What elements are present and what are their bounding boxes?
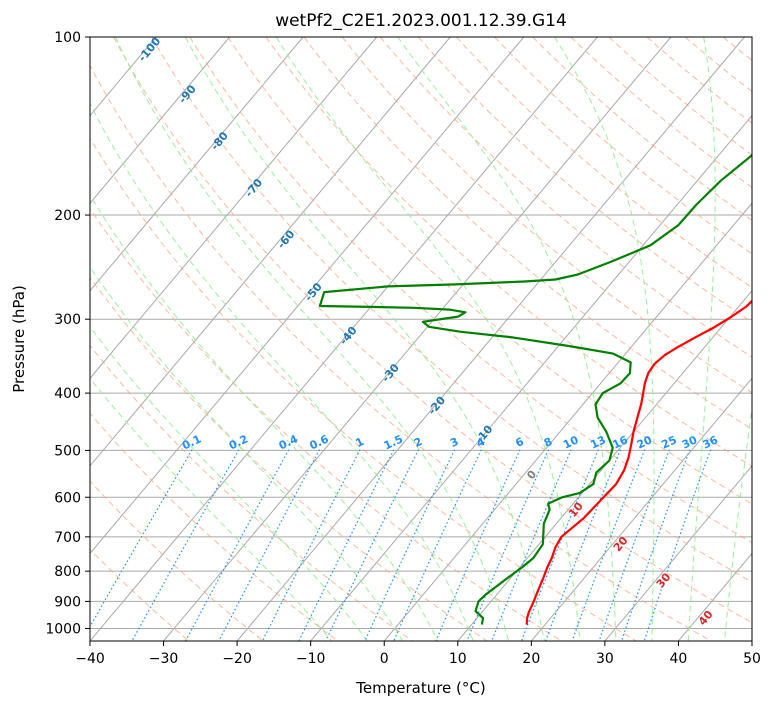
- isotherm-line: [0, 37, 9, 641]
- x-tick-label: 0: [380, 651, 389, 667]
- dry-adiabat-line: [303, 37, 752, 430]
- mixing-ratio-line: [90, 449, 193, 628]
- mixing-ratio-line: [185, 449, 290, 641]
- isotherm-line: [383, 202, 752, 641]
- x-tick-label: 50: [743, 651, 761, 667]
- moist-adiabat-line: [275, 37, 581, 641]
- isotherm-line: [90, 37, 378, 380]
- mixing-ratio-label: 25: [659, 433, 678, 451]
- moist-adiabat-line: [90, 102, 474, 641]
- mixing-ratio-label: 30: [680, 433, 700, 451]
- dry-adiabat-line: [570, 37, 752, 189]
- mixing-ratio-label: 36: [701, 433, 721, 451]
- dry-adiabat-line: [341, 37, 752, 394]
- isotherm-line: [163, 37, 672, 641]
- mixing-ratio-line: [520, 449, 599, 641]
- dry-adiabat-line: [151, 37, 752, 583]
- mixing-ratio-line: [364, 449, 456, 641]
- x-tick-label: −10: [296, 651, 326, 667]
- axis-ticks: −40 −30 −20 −10 0 10 20 30 40 50 100 200 300 400 500 60…: [45, 30, 761, 667]
- mixing-ratio-line: [435, 449, 521, 641]
- isotherm-line: [236, 37, 745, 641]
- dry-adiabat-line: [90, 276, 488, 641]
- mixing-ratio-label: 16: [611, 433, 631, 451]
- y-axis-label: Pressure (hPa): [10, 285, 28, 393]
- moist-adiabat-line: [554, 37, 655, 641]
- x-tick-label: 20: [522, 651, 540, 667]
- mixing-ratio-line: [325, 449, 420, 641]
- y-tick-label: 500: [54, 443, 81, 459]
- dry-adiabat-line: [90, 412, 339, 641]
- dry-adiabat-line: [90, 64, 712, 641]
- dry-adiabat-line: [418, 37, 752, 323]
- y-tick-label: 600: [54, 490, 81, 506]
- dry-adiabat-line: [761, 37, 775, 641]
- dry-adiabat-line: [456, 37, 752, 289]
- dry-adiabat-line: [227, 37, 752, 505]
- background-lines: [0, 37, 775, 641]
- mixing-ratio-label: 20: [635, 433, 655, 451]
- mixing-ratio-label: 13: [588, 433, 607, 451]
- isotherm-line: [530, 377, 752, 641]
- x-tick-label: 10: [449, 651, 467, 667]
- series-lines: [318, 153, 752, 625]
- moist-adiabat-line: [687, 37, 716, 641]
- x-tick-label: −20: [222, 651, 252, 667]
- isotherm-line: [751, 640, 752, 641]
- moist-adiabat-line: [90, 377, 333, 641]
- moist-adiabat-line: [90, 325, 368, 641]
- moist-adiabat-line: [397, 37, 617, 641]
- y-tick-label: 800: [54, 564, 81, 580]
- y-tick-label: 300: [54, 312, 81, 328]
- x-tick-label: 30: [596, 651, 614, 667]
- isotherm-line: [604, 465, 752, 641]
- x-axis-label: Temperature (°C): [355, 679, 485, 697]
- isotherm-line: [90, 37, 304, 292]
- isotherm-line: [90, 37, 230, 204]
- dry-adiabat-line: [90, 480, 264, 641]
- mixing-ratio-line: [466, 449, 550, 641]
- x-tick-label: 40: [670, 651, 688, 667]
- dry-adiabat-line: [189, 37, 752, 544]
- mixing-ratio-line: [643, 449, 712, 641]
- x-tick-label: −30: [149, 651, 179, 667]
- chart-title: wetPf2_C2E1.2023.001.12.39.G14: [275, 11, 567, 31]
- dry-adiabat-line: [90, 207, 562, 641]
- dewpoint-line: [318, 153, 752, 625]
- y-tick-label: 200: [54, 208, 81, 224]
- isotherm-line: [90, 37, 451, 467]
- isotherm-line: [90, 37, 598, 641]
- y-tick-label: 1000: [45, 621, 81, 637]
- y-tick-label: 400: [54, 386, 81, 402]
- moist-adiabat-line: [115, 37, 510, 641]
- mixing-ratio-line: [393, 449, 482, 641]
- y-tick-label: 900: [54, 594, 81, 610]
- mixing-ratio-label: 10: [561, 433, 581, 451]
- y-tick-label: 100: [54, 30, 81, 46]
- plot-background: [90, 37, 752, 641]
- isotherm-line: [310, 114, 752, 641]
- temperature-line: [525, 299, 752, 625]
- mixing-ratio-line: [621, 449, 691, 641]
- mixing-ratio-line: [218, 449, 321, 641]
- isotherm-line: [90, 37, 525, 555]
- y-tick-label: 700: [54, 530, 81, 546]
- mixing-ratio-line: [491, 449, 572, 641]
- x-tick-label: −40: [75, 651, 105, 667]
- mixing-ratio-line: [131, 449, 240, 641]
- moist-adiabat-line: [90, 194, 439, 641]
- plot-frame: [89, 36, 753, 642]
